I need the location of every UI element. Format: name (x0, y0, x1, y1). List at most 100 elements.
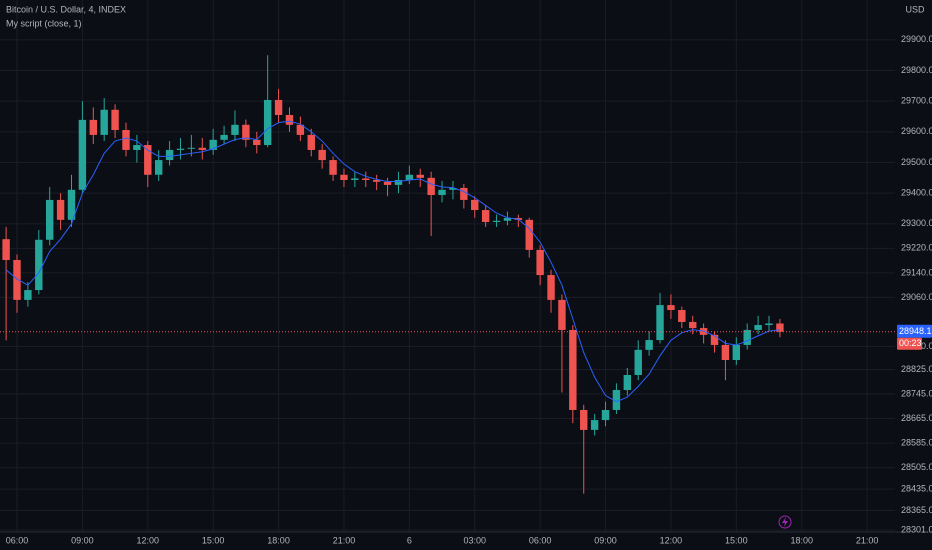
event-icon[interactable] (778, 515, 792, 529)
y-tick-label: 28745.00 (901, 388, 932, 398)
candle-body (209, 139, 217, 150)
x-tick-label: 21:00 (333, 535, 356, 545)
y-tick-label: 29600.00 (901, 126, 932, 136)
candle-body (558, 299, 566, 330)
candle-body (45, 199, 54, 240)
candle-body (242, 124, 250, 140)
candle-body (187, 147, 196, 149)
candle-body (154, 160, 163, 175)
candle-body (569, 329, 577, 410)
y-tick-label: 29500.00 (901, 157, 932, 167)
candle-body (263, 99, 272, 146)
candle-body (285, 114, 294, 125)
marks (0, 55, 895, 494)
candle-body (372, 179, 381, 182)
y-tick-label: 28505.00 (901, 462, 932, 472)
candle-body (525, 219, 533, 250)
candle-body (274, 99, 283, 115)
indicator-line (5, 120, 780, 403)
grid (0, 0, 895, 532)
candle-body (601, 409, 610, 421)
y-tick-label: 28435.00 (901, 483, 932, 493)
candle-body (122, 130, 130, 150)
candle-body (383, 181, 392, 185)
candle-body (176, 148, 185, 150)
candle-body (765, 323, 773, 326)
x-tick-label: 15:00 (202, 535, 225, 545)
y-tick-label: 29800.00 (901, 65, 932, 75)
indicator-legend: My script (close, 1) (6, 18, 82, 28)
x-tick-label: 06:00 (529, 535, 552, 545)
countdown-box (897, 337, 922, 350)
candle-body (144, 145, 152, 175)
candle-body (253, 139, 261, 146)
candle-body (340, 174, 348, 180)
candle-body (133, 145, 141, 150)
y-tick-label: 28365.00 (901, 505, 932, 515)
candle-body (220, 134, 228, 140)
x-tick-label: 21:00 (856, 535, 879, 545)
candle-body (580, 409, 588, 430)
y-tick-label: 29900.00 (901, 34, 932, 44)
candle-body (2, 239, 10, 261)
candle-body (754, 325, 762, 330)
candle-body (623, 375, 632, 391)
candle-body (296, 124, 305, 135)
currency-label: USD (905, 4, 925, 14)
candle-body (362, 178, 370, 180)
candle-body (394, 179, 403, 185)
candle-body (231, 124, 239, 135)
chart-title: Bitcoin / U.S. Dollar, 4, INDEX (6, 4, 126, 14)
x-tick-label: 18:00 (790, 535, 813, 545)
candle-body (710, 334, 719, 345)
candle-body (78, 119, 87, 190)
y-tick-label: 29140.00 (901, 267, 932, 277)
candle-body (165, 149, 174, 161)
candle-body (35, 239, 43, 291)
candle-body (536, 249, 544, 276)
candle-body (318, 149, 326, 161)
candle-body (689, 321, 697, 329)
candle-body (427, 177, 435, 196)
candle-body (89, 119, 97, 135)
y-tick-label: 29300.00 (901, 218, 932, 228)
candle-body (471, 199, 479, 211)
candle-body (405, 174, 414, 180)
candle-body (645, 340, 653, 350)
candle-body (438, 189, 446, 196)
candle-body (678, 310, 686, 322)
candle-body (24, 290, 32, 300)
y-tick-label: 28585.00 (901, 437, 932, 447)
candle-body (198, 147, 206, 150)
candle-body (492, 220, 501, 222)
event-icon-bolt (782, 517, 788, 527)
y-tick-label: 28665.00 (901, 413, 932, 423)
candle-body (100, 109, 108, 135)
x-tick-label: 09:00 (594, 535, 617, 545)
candle-body (721, 344, 730, 360)
candle-body (67, 189, 76, 220)
y-tick-label: 29400.00 (901, 188, 932, 198)
candle-body (667, 305, 675, 311)
last-price-box (897, 324, 932, 338)
y-tick-label: 28825.00 (901, 364, 932, 374)
candle-body (351, 178, 359, 180)
candle-body (449, 187, 457, 190)
x-tick-label: 12:00 (137, 535, 160, 545)
candle-body (732, 344, 741, 360)
candle-body (743, 329, 751, 345)
candle-body (776, 323, 784, 332)
candle-body (481, 210, 490, 222)
y-tick-label: 28301.00 (901, 525, 932, 535)
candle-body (111, 109, 119, 131)
candle-body (547, 275, 555, 300)
x-tick-label: 6 (407, 535, 412, 545)
candle-body (656, 305, 664, 341)
y-tick-label: 29220.00 (901, 243, 932, 253)
y-tick-label: 29700.00 (901, 96, 932, 106)
last-price-label: 28948.12 (899, 326, 932, 336)
candle-body (634, 349, 642, 376)
candle-body (329, 160, 337, 175)
